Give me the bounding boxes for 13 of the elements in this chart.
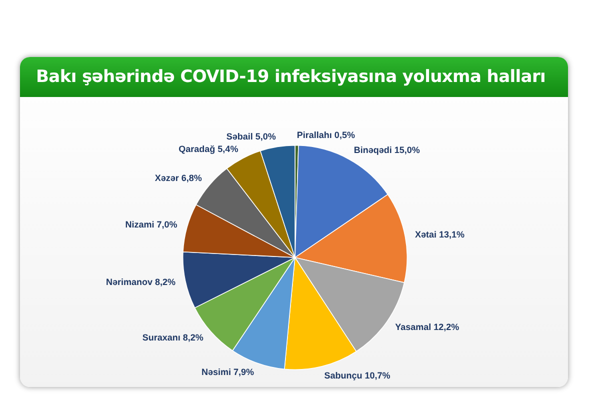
- slice-label: Nərimanov 8,2%: [106, 277, 176, 288]
- slice-label: Nəsimi 7,9%: [201, 367, 254, 378]
- slice-label: Səbail 5,0%: [226, 131, 276, 142]
- slice-label: Binəqədi 15,0%: [354, 144, 420, 155]
- chart-title: Bakı şəhərində COVID-19 infeksiyasına yoluxma halları: [20, 57, 568, 97]
- slice-label: Suraxanı 8,2%: [142, 332, 204, 343]
- slice-label: Yasamal 12,2%: [395, 322, 460, 332]
- slice-label: Sabunçu 10,7%: [324, 370, 390, 381]
- slice-label: Xəzər 6,8%: [154, 172, 202, 183]
- slice-label: Nizami 7,0%: [125, 219, 178, 230]
- slice-label: Xətai 13,1%: [415, 229, 465, 240]
- slice-label: Qaradağ 5,4%: [178, 144, 238, 154]
- slice-label: Pirallahı 0,5%: [296, 130, 355, 140]
